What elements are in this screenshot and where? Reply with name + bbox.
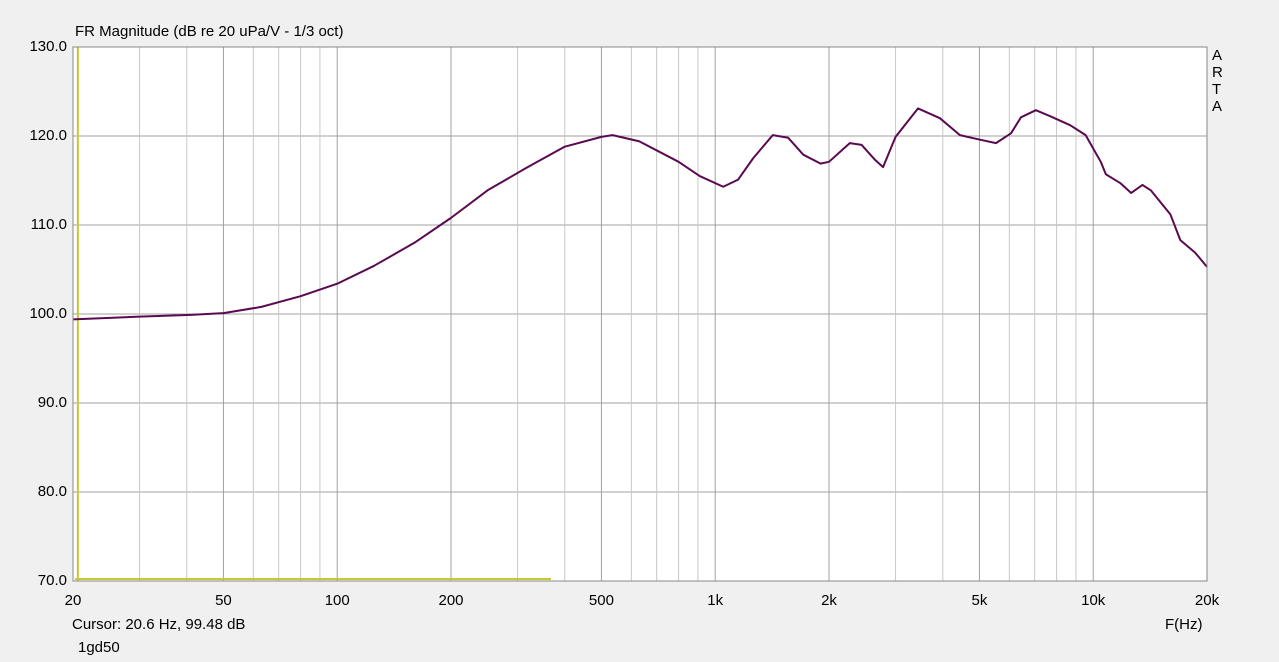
marks: [72, 47, 1208, 581]
response-curve: [72, 107, 1208, 321]
watermark-letter: R: [1212, 64, 1223, 81]
y-tick-label: 120.0: [29, 127, 67, 144]
x-tick-label: 50: [215, 592, 232, 609]
grid: [72, 46, 1208, 582]
x-tick-label: 10k: [1081, 592, 1106, 609]
x-tick-label: 500: [589, 592, 614, 609]
x-tick-label: 20k: [1195, 592, 1220, 609]
x-tick-label: 100: [325, 592, 350, 609]
x-tick-label: 200: [438, 592, 463, 609]
x-tick-label: 20: [65, 592, 82, 609]
y-tick-label: 70.0: [38, 572, 67, 589]
y-tick-label: 80.0: [38, 483, 67, 500]
x-tick-label: 2k: [821, 592, 837, 609]
chart-title: FR Magnitude (dB re 20 uPa/V - 1/3 oct): [75, 23, 343, 40]
measurement-name: 1gd50: [78, 639, 120, 656]
watermark-letter: A: [1212, 98, 1222, 115]
y-tick-label: 110.0: [31, 216, 67, 233]
watermark-letter: A: [1212, 47, 1222, 64]
y-tick-label: 130.0: [29, 38, 67, 55]
cursor-readout: Cursor: 20.6 Hz, 99.48 dB: [72, 616, 245, 633]
plot-frame: [72, 46, 1208, 582]
y-tick-label: 100.0: [29, 305, 67, 322]
x-axis-label: F(Hz): [1165, 616, 1203, 633]
x-tick-label: 5k: [971, 592, 987, 609]
watermark-letter: T: [1212, 81, 1221, 98]
y-tick-label: 90.0: [38, 394, 67, 411]
x-tick-label: 1k: [707, 592, 723, 609]
